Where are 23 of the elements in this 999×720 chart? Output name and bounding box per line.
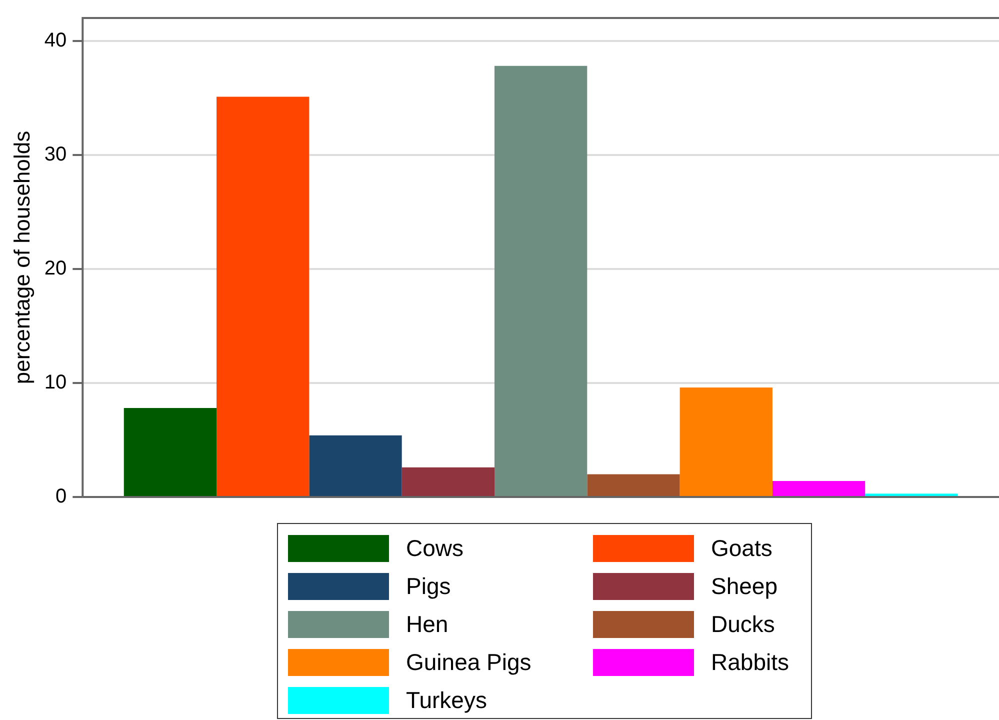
legend-label: Guinea Pigs: [406, 648, 532, 676]
bar: [587, 474, 680, 496]
y-tick-label: 30: [44, 143, 67, 166]
legend-label: Goats: [711, 534, 772, 562]
legend-label: Hen: [406, 610, 448, 638]
bar: [402, 467, 494, 496]
bar: [216, 96, 310, 496]
bar: [494, 66, 588, 496]
legend-label: Turkeys: [406, 686, 487, 714]
legend-label: Ducks: [711, 610, 775, 638]
bar: [680, 388, 772, 496]
y-tick-label: 40: [44, 29, 67, 52]
legend-label: Cows: [406, 534, 464, 562]
y-axis-title: percentage of households: [9, 130, 34, 384]
bar: [124, 408, 217, 496]
legend-label: Pigs: [406, 572, 451, 600]
legend-label: Sheep: [711, 572, 778, 600]
y-tick-label: 20: [44, 257, 67, 280]
legend-label: Rabbits: [711, 648, 789, 676]
y-tick-label: 0: [56, 486, 67, 508]
y-tick-label: 10: [44, 371, 67, 394]
bar: [772, 481, 866, 496]
bar: [309, 435, 402, 496]
